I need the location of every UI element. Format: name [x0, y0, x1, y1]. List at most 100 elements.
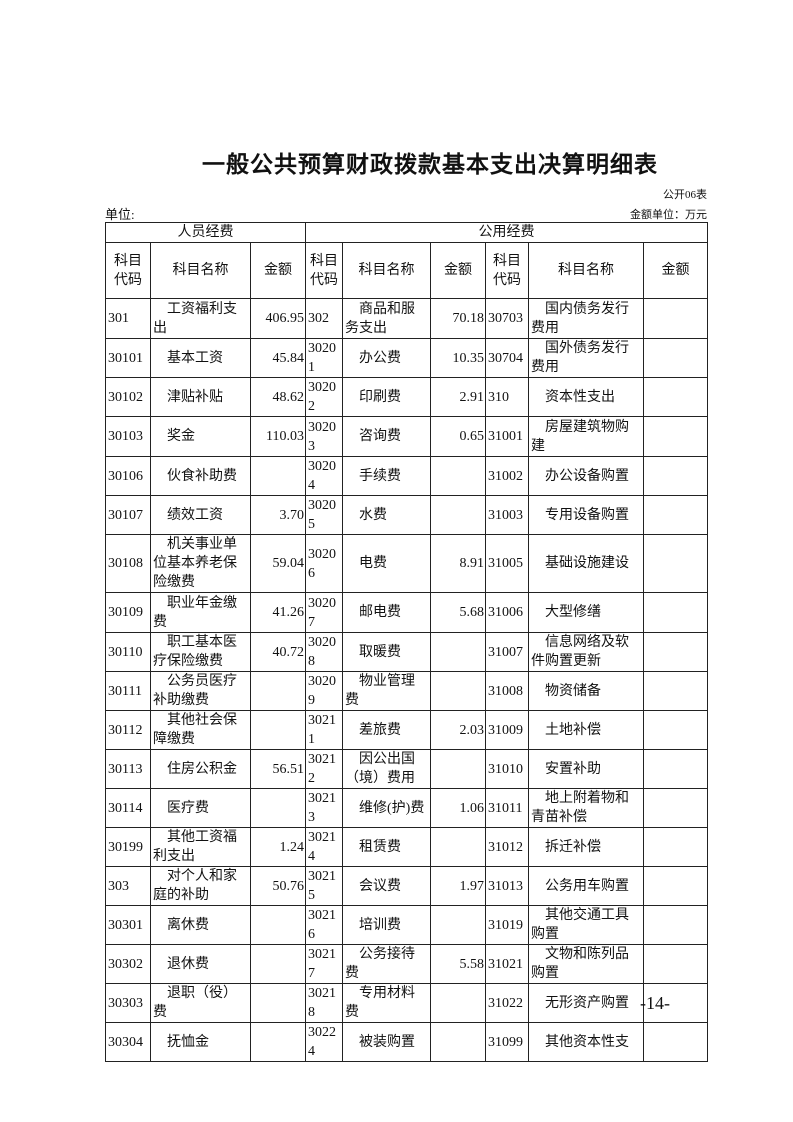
column-header: 科目代码: [305, 242, 344, 299]
table-row: 301 工资福利支出 406.95 302 商品和服务支出 70.18 30703 国内债务发…: [105, 298, 709, 339]
amount: 59.04: [249, 534, 307, 593]
table-row: 30110 职工基本医疗保险缴费 40.72 30208 取暖费 31007 信息网络及软件…: [105, 632, 709, 672]
subject-name: 取暖费: [342, 632, 432, 672]
subject-code: 30111: [105, 671, 151, 711]
amount: [430, 495, 487, 535]
table-row: 30113 住房公积金 56.51 30212 因公出国（境）费用 31010 安置补助: [105, 749, 709, 789]
subject-name: 职业年金缴费: [150, 592, 251, 633]
amount: 2.03: [430, 710, 487, 750]
subject-name: 资本性支出: [528, 377, 645, 417]
amount: [643, 592, 709, 633]
subject-code: 302: [305, 298, 344, 339]
subject-name: 基本工资: [150, 338, 251, 378]
amount: [430, 749, 487, 789]
subject-code: 31005: [485, 534, 530, 593]
amount: [430, 632, 487, 672]
amount: [643, 495, 709, 535]
subject-name: 国内债务发行费用: [528, 298, 645, 339]
subject-name: 退休费: [150, 944, 251, 984]
amount: [643, 298, 709, 339]
subject-code: 31021: [485, 944, 530, 984]
subject-name: 办公费: [342, 338, 432, 378]
subject-code: 30207: [305, 592, 344, 633]
amount: 45.84: [249, 338, 307, 378]
amount: [249, 456, 307, 496]
column-header: 金额: [643, 242, 709, 299]
amount: 2.91: [430, 377, 487, 417]
subject-name: 抚恤金: [150, 1022, 251, 1062]
subject-name: 文物和陈列品购置: [528, 944, 645, 984]
amount: 56.51: [249, 749, 307, 789]
table-row: 30111 公务员医疗补助缴费 30209 物业管理费 31008 物资储备: [105, 671, 709, 711]
subject-name: 专用材料费: [342, 983, 432, 1023]
subject-code: 31013: [485, 866, 530, 906]
subject-code: 30304: [105, 1022, 151, 1062]
subject-name: 离休费: [150, 905, 251, 945]
subject-code: 30217: [305, 944, 344, 984]
title: 一般公共预算财政拨款基本支出决算明细表: [202, 152, 658, 177]
subject-name: 无形资产购置: [528, 983, 645, 1023]
subject-name: 机关事业单位基本养老保险缴费: [150, 534, 251, 593]
table-row: 30103 奖金 110.03 30203 咨询费 0.65 31001 房屋建筑物购建: [105, 416, 709, 457]
amount: 406.95: [249, 298, 307, 339]
amount: 1.06: [430, 788, 487, 828]
subject-name: 被装购置: [342, 1022, 432, 1062]
subject-code: 30101: [105, 338, 151, 378]
amount: 50.76: [249, 866, 307, 906]
subject-name: 物业管理费: [342, 671, 432, 711]
amount: [643, 749, 709, 789]
subject-name: 基础设施建设: [528, 534, 645, 593]
detail-table: 人员经费 公用经费 科目代码 科目名称 金额 科目代码 科目名称 金额 科目代码 科目名称 金额 30…: [104, 222, 709, 1062]
table-row: 30114 医疗费 30213 维修(护)费 1.06 31011 地上附着物和青苗补偿: [105, 788, 709, 828]
subject-code: 30216: [305, 905, 344, 945]
subject-name: 其他交通工具购置: [528, 905, 645, 945]
subject-code: 31022: [485, 983, 530, 1023]
table-row: 30302 退休费 30217 公务接待费 5.58 31021 文物和陈列品购置: [105, 944, 709, 984]
subject-name: 绩效工资: [150, 495, 251, 535]
subject-code: 30214: [305, 827, 344, 867]
subject-name: 房屋建筑物购建: [528, 416, 645, 457]
subject-code: 30199: [105, 827, 151, 867]
subject-code: 30303: [105, 983, 151, 1023]
amount: 70.18: [430, 298, 487, 339]
column-header: 科目代码: [485, 242, 530, 299]
table-row: 30108 机关事业单位基本养老保险缴费 59.04 30206 电费 8.91 31005…: [105, 534, 709, 593]
subject-code: 30113: [105, 749, 151, 789]
subject-code: 30208: [305, 632, 344, 672]
subject-code: 30212: [305, 749, 344, 789]
subject-code: 30109: [105, 592, 151, 633]
amount: 10.35: [430, 338, 487, 378]
column-header: 科目名称: [528, 242, 645, 299]
amount: 41.26: [249, 592, 307, 633]
subject-code: 31009: [485, 710, 530, 750]
amount: 5.68: [430, 592, 487, 633]
subject-code: 31001: [485, 416, 530, 457]
subject-name: 伙食补助费: [150, 456, 251, 496]
subject-code: 30107: [105, 495, 151, 535]
subject-code: 31008: [485, 671, 530, 711]
subject-code: 30102: [105, 377, 151, 417]
table-row: 30199 其他工资福利支出 1.24 30214 租赁费 31012 拆迁补偿: [105, 827, 709, 867]
subject-code: 30114: [105, 788, 151, 828]
subject-code: 30703: [485, 298, 530, 339]
table-row: 30107 绩效工资 3.70 30205 水费 31003 专用设备购置: [105, 495, 709, 535]
group-header: 人员经费: [104, 222, 307, 243]
subject-name: 工资福利支出: [150, 298, 251, 339]
subject-code: 301: [105, 298, 151, 339]
subject-name: 电费: [342, 534, 432, 593]
table-row: 30101 基本工资 45.84 30201 办公费 10.35 30704 国外债务发行费用: [105, 338, 709, 378]
amount: 8.91: [430, 534, 487, 593]
subject-code: 31007: [485, 632, 530, 672]
table-row: 30112 其他社会保障缴费 30211 差旅费 2.03 31009 土地补偿: [105, 710, 709, 750]
amount: [430, 671, 487, 711]
subject-name: 物资储备: [528, 671, 645, 711]
amount: 48.62: [249, 377, 307, 417]
money-unit: 金额单位：万元: [630, 209, 707, 221]
subject-code: 30110: [105, 632, 151, 672]
subject-code: 31006: [485, 592, 530, 633]
form-number: 公开06表: [663, 189, 707, 201]
subject-name: 住房公积金: [150, 749, 251, 789]
subject-name: 其他资本性支: [528, 1022, 645, 1062]
subject-name: 国外债务发行费用: [528, 338, 645, 378]
subject-name: 专用设备购置: [528, 495, 645, 535]
